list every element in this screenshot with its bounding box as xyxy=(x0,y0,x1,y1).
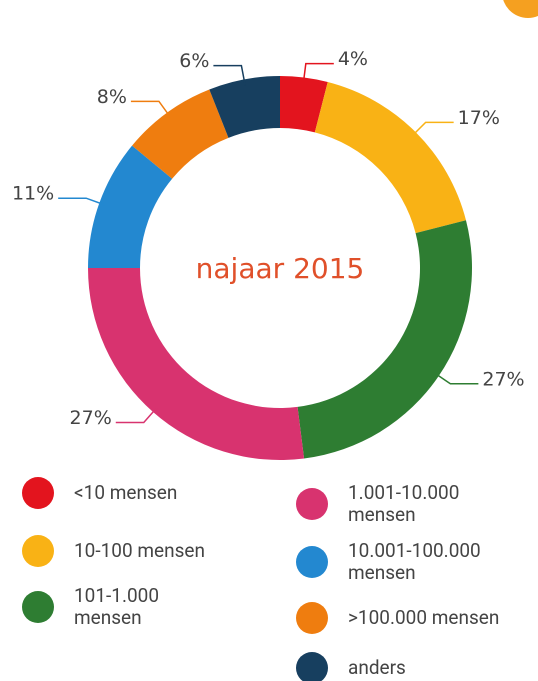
leader-line xyxy=(410,121,454,138)
legend-item: <10 mensen xyxy=(22,471,224,515)
donut-segment xyxy=(280,76,328,133)
legend-swatch xyxy=(22,535,54,567)
value-label: 27% xyxy=(482,368,524,390)
donut-segment xyxy=(209,76,280,138)
center-label: najaar 2015 xyxy=(196,252,365,285)
leader-line xyxy=(115,407,158,424)
legend-label: anders xyxy=(348,656,406,679)
legend-item: 10-100 mensen xyxy=(22,529,224,573)
legend-label: 1.001-10.000 mensen xyxy=(348,481,460,526)
value-label: 6% xyxy=(179,50,209,72)
icon xyxy=(503,0,538,18)
legend-item: 1.001-10.000 mensen xyxy=(296,482,508,526)
value-label: 8% xyxy=(97,86,127,108)
leader-line xyxy=(58,197,106,206)
value-label: 27% xyxy=(70,407,112,429)
legend-label: >100.000 mensen xyxy=(348,606,500,629)
value-label: 4% xyxy=(338,48,368,70)
legend-swatch xyxy=(296,652,328,681)
legend-swatch xyxy=(296,488,328,520)
donut-segment xyxy=(132,89,229,179)
leader-line xyxy=(130,100,172,118)
leader-line xyxy=(433,371,479,385)
legend-item: 10.001-100.000 mensen xyxy=(296,540,508,584)
leader-line xyxy=(213,64,246,86)
legend-item: >100.000 mensen xyxy=(296,596,508,640)
legend-swatch xyxy=(296,546,328,578)
legend-swatch xyxy=(296,602,328,634)
donut-segment xyxy=(314,82,466,234)
legend-label: 10-100 mensen xyxy=(74,539,205,562)
legend-swatch xyxy=(22,477,54,509)
value-label: 17% xyxy=(458,107,500,129)
donut-segment xyxy=(88,145,173,268)
legend-label: <10 mensen xyxy=(74,481,178,504)
legend-label: 101-1.000 mensen xyxy=(74,584,160,629)
legend-label: 10.001-100.000 mensen xyxy=(348,539,481,584)
leader-line xyxy=(302,62,334,84)
legend-swatch xyxy=(22,591,54,623)
legend-item: anders xyxy=(296,646,508,681)
legend-item: 101-1.000 mensen xyxy=(22,585,224,629)
donut-segment xyxy=(297,220,472,459)
value-label: 11% xyxy=(12,183,54,205)
donut-segment xyxy=(88,268,305,460)
